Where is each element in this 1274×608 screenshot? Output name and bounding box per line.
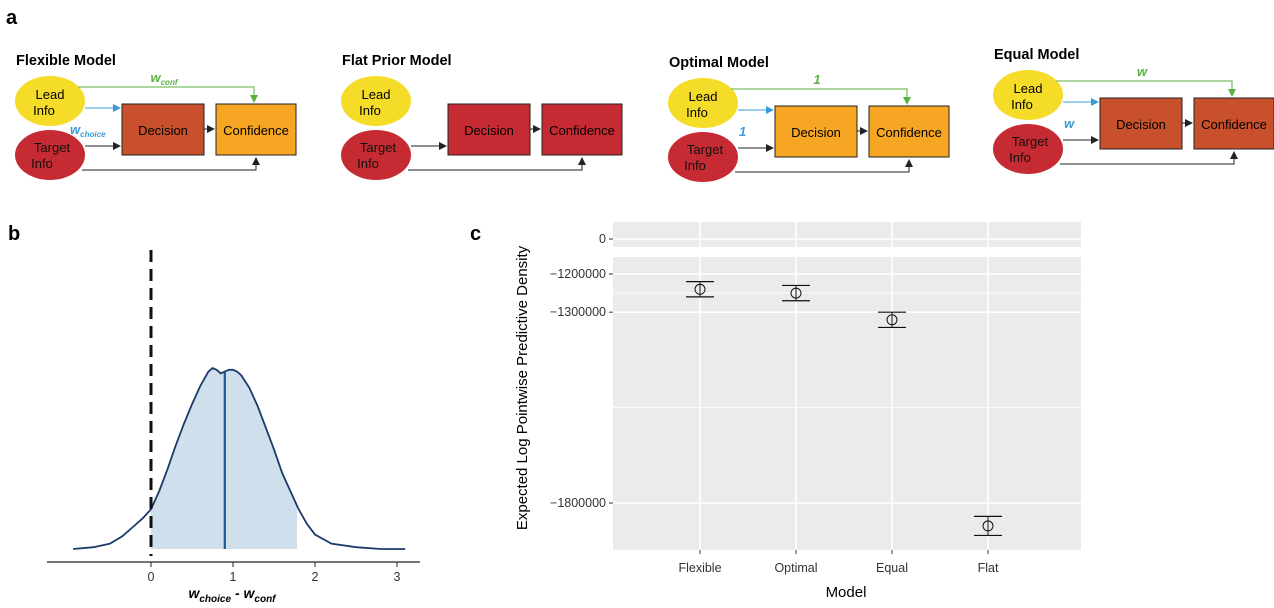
arrow-lead-confidence xyxy=(731,88,911,105)
arrow-lead-confidence xyxy=(78,86,258,103)
conf-weight-label: w xyxy=(1137,64,1148,79)
x-tick-label: 1 xyxy=(230,570,237,584)
confidence-label: Confidence xyxy=(549,123,615,138)
lead-info-node xyxy=(668,78,738,128)
arrow-target-confidence xyxy=(408,157,586,171)
x-tick-label: 2 xyxy=(312,570,319,584)
x-title-w2: w xyxy=(244,585,256,601)
target-info-node xyxy=(993,124,1063,174)
arrow-lead-confidence xyxy=(1056,80,1236,97)
model-title: Optimal Model xyxy=(669,55,769,71)
point-marker xyxy=(694,283,706,295)
target-info-node xyxy=(15,130,85,180)
panel-letter-a: a xyxy=(6,7,18,29)
decision-node xyxy=(447,103,531,156)
y-tick-label: −1300000 xyxy=(550,305,606,319)
target-info-label: Target Info xyxy=(357,140,396,171)
plot-panel-top xyxy=(613,222,1081,247)
target-info-node xyxy=(668,132,738,182)
x-tick-label: 0 xyxy=(148,570,155,584)
model-point-optimal xyxy=(782,284,810,302)
point-marker xyxy=(790,287,802,299)
lead-info-label: Lead Info xyxy=(359,87,390,118)
x-title-sub2: conf xyxy=(254,594,277,605)
model-point-equal xyxy=(878,311,906,329)
lead-info-node xyxy=(15,76,85,126)
confidence-node xyxy=(215,103,297,156)
x-title-sub1: choice xyxy=(199,594,231,605)
diagram-2: Optimal Model Lead Info Target Info Decision C… xyxy=(668,55,950,182)
decision-label: Decision xyxy=(464,123,514,138)
choice-weight-label: 1 xyxy=(739,124,746,139)
lead-info-node xyxy=(341,76,411,126)
conf-weight-label: wconf xyxy=(150,70,178,87)
target-info-label: Target Info xyxy=(1009,134,1048,165)
x-axis-ticks: Flexible Optimal Equal Flat xyxy=(678,550,999,575)
target-info-node xyxy=(341,130,411,180)
decision-label: Decision xyxy=(791,125,841,140)
model-title: Flexible Model xyxy=(16,53,116,69)
y-tick-label: 0 xyxy=(599,232,606,246)
x-tick-label: 3 xyxy=(394,570,401,584)
confidence-node xyxy=(1193,97,1274,150)
grid-lines xyxy=(613,222,1081,550)
decision-label: Decision xyxy=(1116,117,1166,132)
confidence-label: Confidence xyxy=(223,123,289,138)
decision-node xyxy=(121,103,205,156)
lead-info-label: Lead Info xyxy=(33,87,64,118)
x-title-minus: - xyxy=(231,585,243,601)
decision-node xyxy=(1099,97,1183,150)
y-tick-label: −1200000 xyxy=(550,267,606,281)
arrow-target-confidence xyxy=(1060,151,1238,165)
panel-letter-b: b xyxy=(8,223,20,245)
arrow-target-confidence xyxy=(735,159,913,173)
point-marker xyxy=(982,520,994,532)
x-title-w1: w xyxy=(188,585,200,601)
x-axis-title: Model xyxy=(826,584,867,601)
arrow-target-confidence xyxy=(82,157,260,171)
model-title: Flat Prior Model xyxy=(342,53,452,69)
target-info-label: Target Info xyxy=(31,140,70,171)
density-curve xyxy=(73,366,406,550)
y-tick-label: −1800000 xyxy=(550,496,606,510)
lead-info-node xyxy=(993,70,1063,120)
model-title: Equal Model xyxy=(994,47,1079,63)
lead-info-label: Lead Info xyxy=(1011,81,1042,112)
model-diagrams: Flexible Model Lead Info Target Info Decision… xyxy=(15,47,1274,182)
x-tick-label: Flat xyxy=(978,561,999,575)
y-axis-ticks: 0 −1200000 −1300000 −1800000 xyxy=(550,232,613,510)
point-marker xyxy=(886,314,898,326)
x-axis-ticks: 0 1 2 3 xyxy=(148,562,401,584)
decision-node xyxy=(774,105,858,158)
diagram-0: Flexible Model Lead Info Target Info Decision… xyxy=(15,53,297,180)
diagram-3: Equal Model Lead Info Target Info Decision Con… xyxy=(993,47,1274,174)
model-points xyxy=(686,281,1002,537)
model-point-flexible xyxy=(686,281,714,298)
elpd-chart: 0 −1200000 −1300000 −1800000 Flexible Optima… xyxy=(514,222,1081,601)
target-info-label: Target Info xyxy=(684,142,723,173)
decision-label: Decision xyxy=(138,123,188,138)
x-tick-label: Flexible xyxy=(678,561,721,575)
confidence-node xyxy=(868,105,950,158)
x-tick-label: Optimal xyxy=(774,561,817,575)
x-axis-title: wchoice - wconf xyxy=(188,585,277,605)
x-tick-label: Equal xyxy=(876,561,908,575)
panel-letter-c: c xyxy=(470,223,481,245)
choice-weight-label: wchoice xyxy=(70,122,106,139)
diagram-1: Flat Prior Model Lead Info Target Info Decisi… xyxy=(341,53,623,180)
y-axis-title: Expected Log Pointwise Predictive Densit… xyxy=(514,245,531,530)
confidence-label: Confidence xyxy=(1201,117,1267,132)
confidence-label: Confidence xyxy=(876,125,942,140)
plot-panel-bottom xyxy=(613,257,1081,550)
choice-weight-label: w xyxy=(1064,116,1075,131)
conf-weight-label: 1 xyxy=(813,72,820,87)
model-point-flat xyxy=(974,515,1002,537)
lead-info-label: Lead Info xyxy=(686,89,717,120)
confidence-node xyxy=(541,103,623,156)
